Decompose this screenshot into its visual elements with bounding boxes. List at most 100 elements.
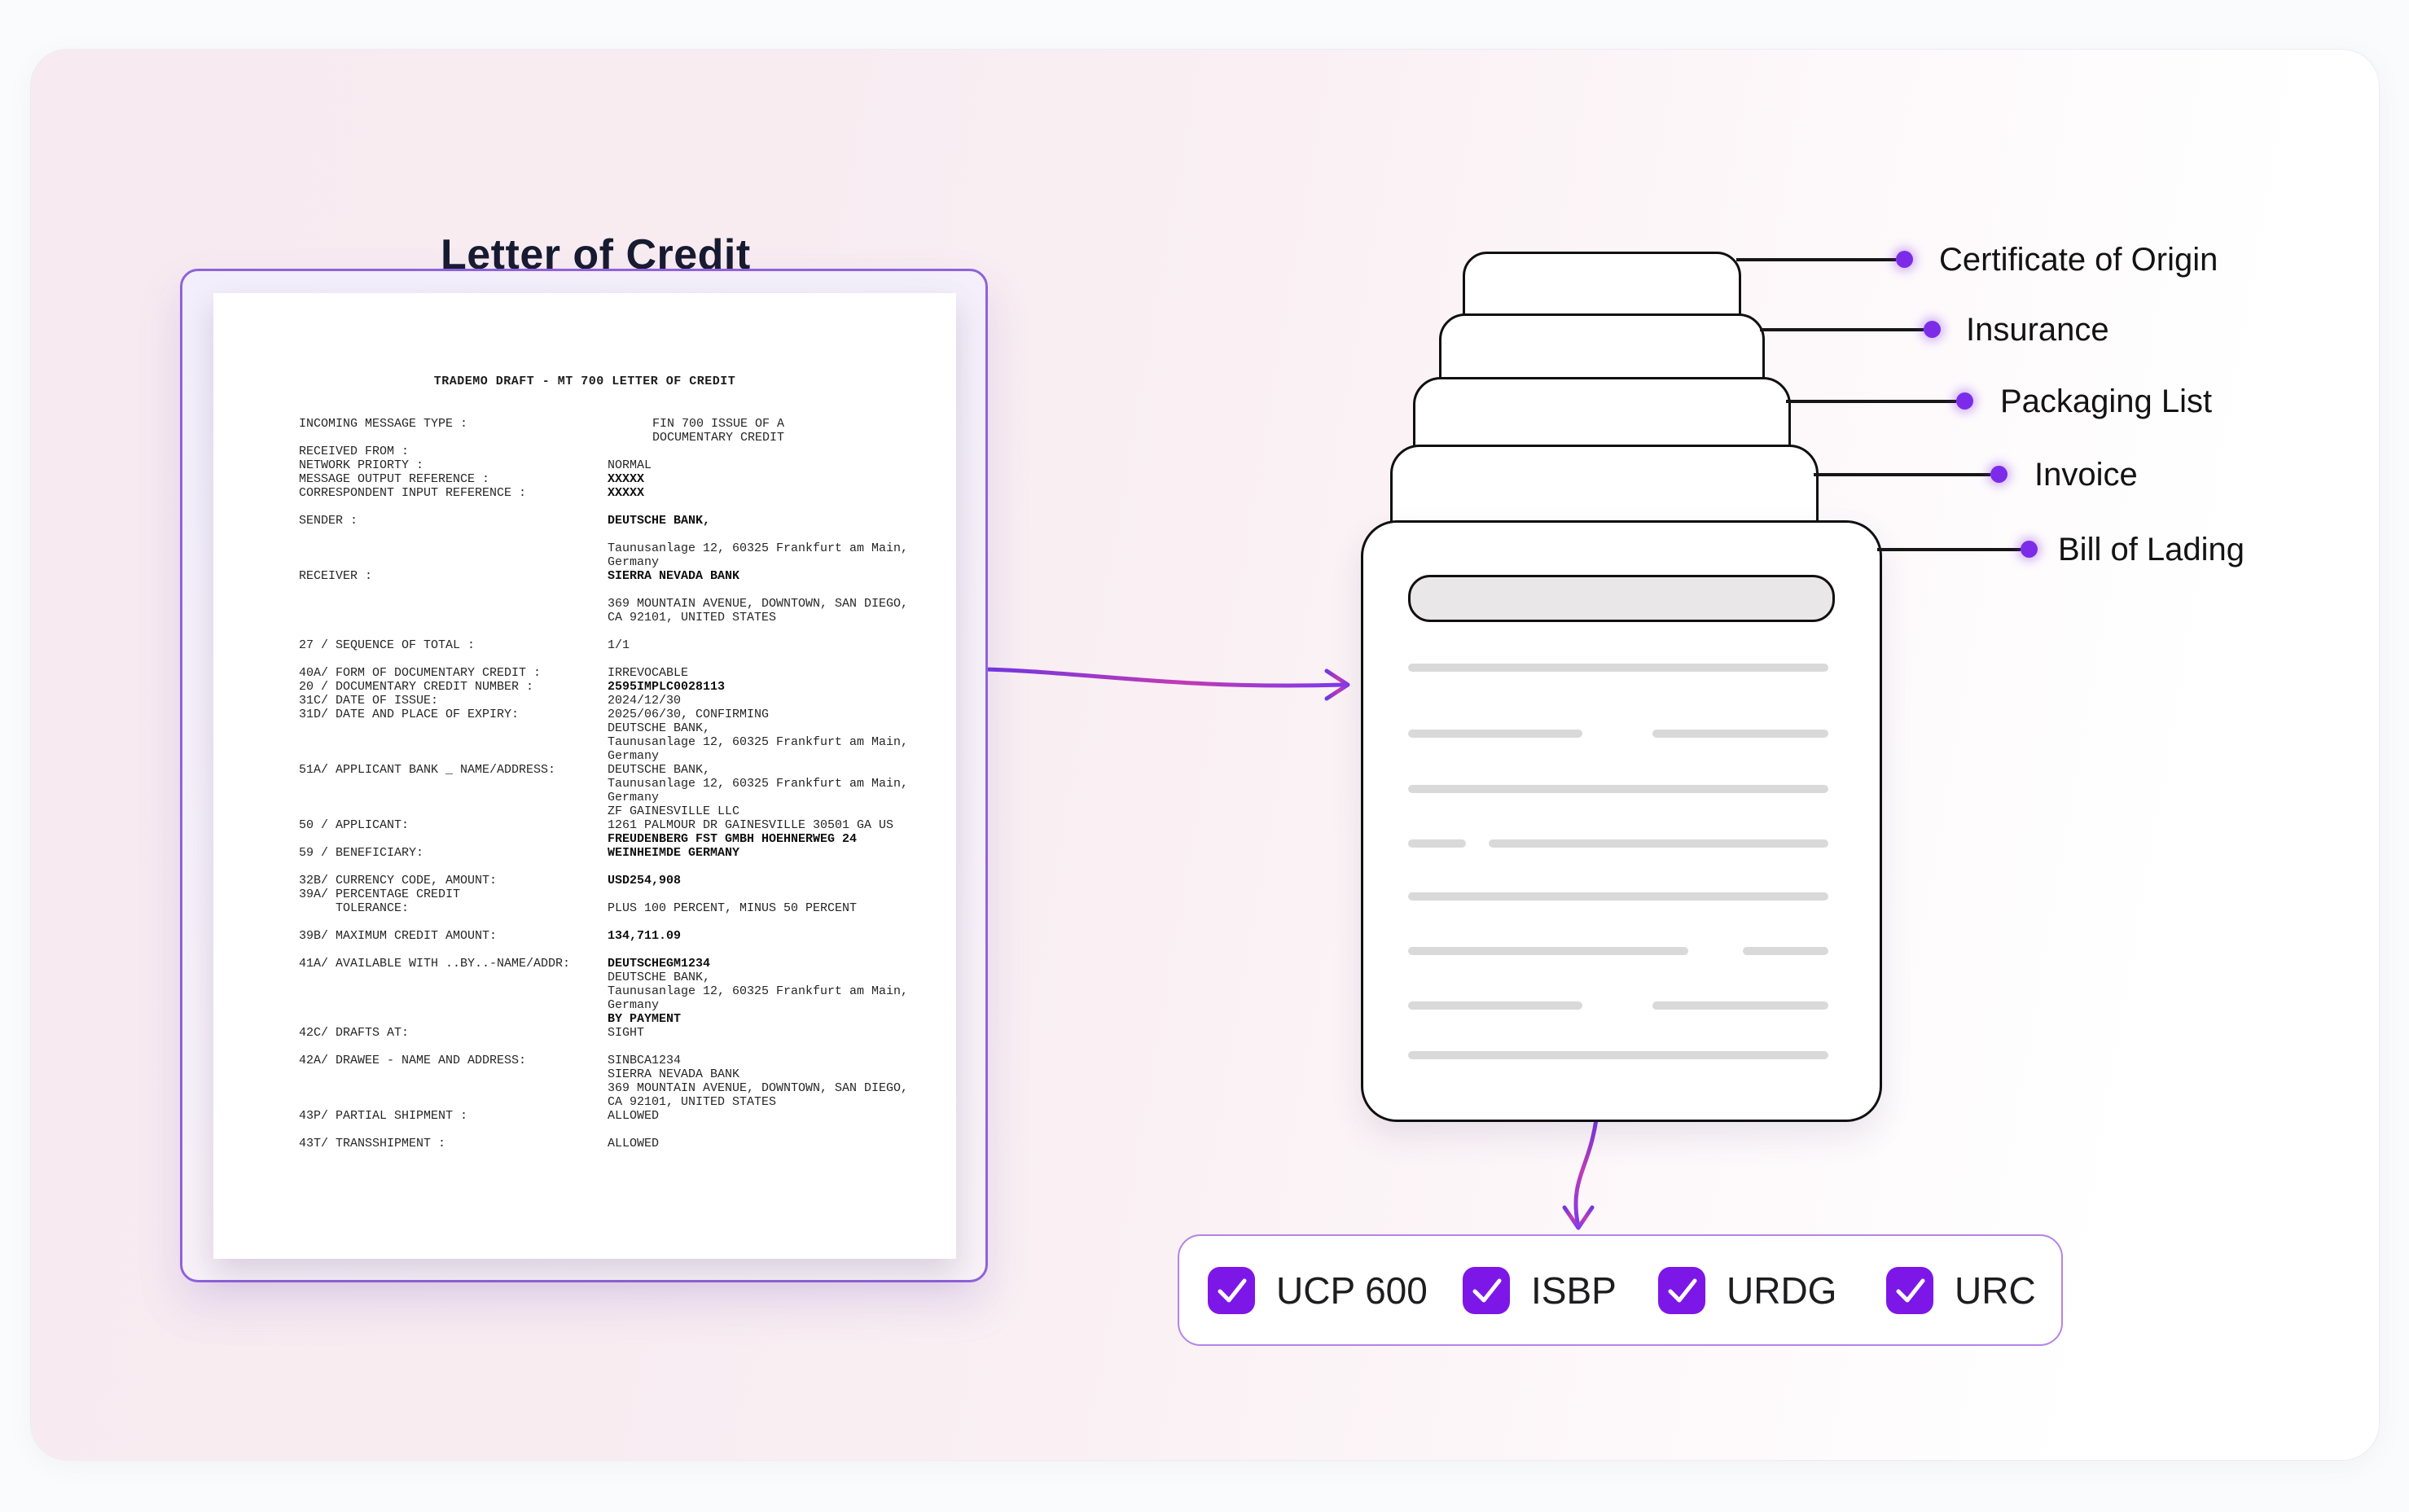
checkmark-icon — [1896, 1278, 1925, 1302]
doc-line: 40A/ FORM OF DOCUMENTARY CREDIT : IRREVOC… — [299, 666, 689, 680]
standard-item-urdg: URDG — [1658, 1236, 1836, 1344]
doc-line: DOCUMENTARY CREDIT — [652, 431, 785, 445]
doc-line — [299, 652, 908, 666]
doc-line: MESSAGE OUTPUT REFERENCE : XXXXX — [299, 472, 645, 486]
callout-label-insurance: Insurance — [1966, 312, 2109, 348]
doc-line: CA 92101, UNITED STATES — [608, 1095, 777, 1109]
doc-line: Germany — [608, 555, 660, 569]
doc-line: BY PAYMENT — [608, 1012, 682, 1026]
text-line-placeholder — [1408, 947, 1688, 955]
doc-line: SENDER : DEUTSCHE BANK, — [299, 514, 711, 528]
standard-label: URC — [1955, 1269, 2036, 1312]
document-header-placeholder — [1408, 575, 1835, 622]
callout-line-packaging-list — [1786, 400, 1956, 403]
checkbox-urc[interactable] — [1886, 1266, 1933, 1314]
standard-label: ISBP — [1531, 1269, 1617, 1312]
callout-dot-certificate-of-origin — [1896, 251, 1913, 268]
doc-line: 39A/ PERCENTAGE CREDIT — [299, 887, 461, 901]
callout-dot-insurance — [1924, 321, 1941, 338]
callout-label-packaging-list: Packaging List — [2000, 383, 2213, 419]
diagram-canvas: Letter of Credit TRADEMO DRAFT - MT 700 … — [30, 49, 2380, 1461]
standard-label: UCP 600 — [1276, 1269, 1428, 1312]
doc-line — [299, 1123, 908, 1137]
letter-of-credit-card: TRADEMO DRAFT - MT 700 LETTER OF CREDIT … — [180, 269, 988, 1282]
doc-line: RECEIVER : SIERRA NEVADA BANK — [299, 569, 740, 583]
text-line-placeholder — [1652, 1001, 1828, 1010]
doc-line: 369 MOUNTAIN AVENUE, DOWNTOWN, SAN DIEGO… — [608, 597, 909, 611]
doc-line: Taunusanlage 12, 60325 Frankfurt am Main… — [608, 777, 909, 791]
doc-line — [299, 528, 908, 541]
text-line-placeholder — [1408, 1051, 1828, 1059]
callout-label-certificate-of-origin: Certificate of Origin — [1939, 242, 2218, 278]
standard-label: URDG — [1727, 1269, 1837, 1312]
text-line-placeholder — [1408, 892, 1828, 901]
standard-item-ucp600: UCP 600 — [1208, 1236, 1428, 1344]
doc-line: CORRESPONDENT INPUT REFERENCE : XXXXX — [299, 486, 645, 500]
doc-line — [299, 625, 908, 638]
arrow-stack-to-standards — [1562, 1117, 1599, 1230]
checkmark-icon — [1472, 1278, 1502, 1302]
doc-line: SIERRA NEVADA BANK — [608, 1067, 740, 1081]
doc-line: 32B/ CURRENCY CODE, AMOUNT: USD254,908 — [299, 874, 682, 887]
checkmark-icon — [1668, 1278, 1697, 1302]
doc-line: ZF GAINESVILLE LLC — [608, 804, 740, 818]
callout-dot-invoice — [1990, 466, 2008, 483]
doc-line — [299, 860, 908, 874]
text-line-placeholder — [1408, 785, 1828, 793]
doc-line: DEUTSCHE BANK, — [608, 971, 711, 984]
doc-line — [299, 943, 908, 957]
checkmark-icon — [1218, 1278, 1247, 1302]
text-line-placeholder — [1743, 947, 1828, 955]
standard-item-urc: URC — [1886, 1236, 2036, 1344]
callout-dot-bill-of-lading — [2021, 541, 2038, 558]
doc-line — [299, 583, 908, 597]
text-line-placeholder — [1489, 839, 1828, 848]
doc-line — [299, 915, 908, 929]
sheet-bill-of-lading — [1361, 520, 1882, 1122]
doc-line: TOLERANCE: PLUS 100 PERCENT, MINUS 50 PER… — [299, 901, 858, 915]
checkbox-ucp600[interactable] — [1208, 1266, 1255, 1314]
doc-line: 42A/ DRAWEE - NAME AND ADDRESS: SINBCA123… — [299, 1054, 682, 1067]
doc-line: 41A/ AVAILABLE WITH ..BY..-NAME/ADDR: DEU… — [299, 957, 711, 971]
checkbox-urdg[interactable] — [1658, 1266, 1705, 1314]
callout-line-certificate-of-origin — [1736, 258, 1896, 261]
doc-line: 43P/ PARTIAL SHIPMENT : ALLOWED — [299, 1109, 660, 1123]
text-line-placeholder — [1408, 1001, 1582, 1010]
doc-line: Germany — [608, 791, 660, 804]
doc-line: 43T/ TRANSSHIPMENT : ALLOWED — [299, 1137, 660, 1150]
callout-line-bill-of-lading — [1877, 548, 2021, 551]
doc-line: Taunusanlage 12, 60325 Frankfurt am Main… — [608, 541, 909, 555]
doc-line: 39B/ MAXIMUM CREDIT AMOUNT: 134,711.09 — [299, 929, 682, 943]
doc-line: Germany — [608, 749, 660, 763]
doc-line: CA 92101, UNITED STATES — [608, 611, 777, 625]
doc-line: 27 / SEQUENCE OF TOTAL :1/1 — [299, 638, 630, 652]
doc-line: RECEIVED FROM : — [299, 445, 410, 458]
text-line-placeholder — [1408, 839, 1466, 848]
doc-line: 51A/ APPLICANT BANK _ NAME/ADDRESS: DEUTS… — [299, 763, 711, 777]
doc-lines: INCOMING MESSAGE TYPE : FIN 700 ISSUE OF … — [299, 417, 908, 1150]
letter-paper: TRADEMO DRAFT - MT 700 LETTER OF CREDIT … — [213, 293, 956, 1259]
arrow-letter-to-stack — [983, 667, 1350, 701]
doc-line: DEUTSCHE BANK, — [608, 721, 711, 735]
callout-dot-packaging-list — [1956, 392, 1973, 410]
callout-label-invoice: Invoice — [2034, 457, 2138, 493]
doc-line: Germany — [608, 998, 660, 1012]
checkbox-isbp[interactable] — [1463, 1266, 1510, 1314]
doc-line: 50 / APPLICANT: 1261 PALMOUR DR GAINESVIL… — [299, 818, 894, 832]
doc-line: INCOMING MESSAGE TYPE : FIN 700 ISSUE OF … — [299, 417, 785, 431]
standard-item-isbp: ISBP — [1463, 1236, 1617, 1344]
text-line-placeholder — [1408, 730, 1582, 738]
callout-label-bill-of-lading: Bill of Lading — [2058, 532, 2245, 568]
doc-line: FREUDENBERG FST GMBH HOEHNERWEG 24 — [608, 832, 858, 846]
doc-line: NETWORK PRIORTY : NORMAL — [299, 458, 652, 472]
doc-line — [299, 1040, 908, 1054]
doc-line — [299, 500, 908, 514]
doc-line: 42C/ DRAFTS AT: SIGHT — [299, 1026, 645, 1040]
callout-line-invoice — [1814, 473, 1990, 476]
text-line-placeholder — [1408, 664, 1828, 672]
callout-line-insurance — [1760, 328, 1924, 331]
doc-line: 369 MOUNTAIN AVENUE, DOWNTOWN, SAN DIEGO… — [608, 1081, 909, 1095]
text-line-placeholder — [1652, 730, 1828, 738]
doc-line: Taunusanlage 12, 60325 Frankfurt am Main… — [608, 735, 909, 749]
